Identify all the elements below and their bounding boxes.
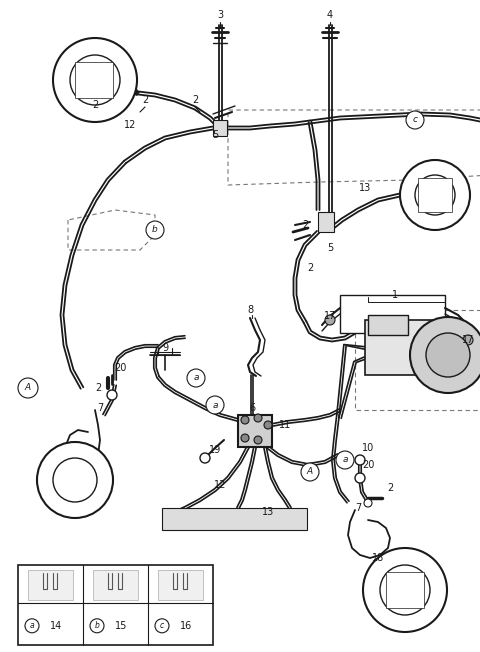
Text: 1: 1: [392, 290, 398, 300]
Text: 14: 14: [50, 621, 62, 630]
Bar: [318, 212, 334, 232]
Circle shape: [415, 175, 455, 215]
Bar: [28, 570, 73, 600]
Text: 17: 17: [324, 311, 336, 321]
Bar: [386, 572, 424, 608]
Text: a: a: [342, 456, 348, 464]
Text: 16: 16: [180, 621, 192, 630]
Text: 8: 8: [247, 305, 253, 315]
Bar: [365, 320, 445, 375]
Circle shape: [325, 315, 335, 325]
Bar: [368, 315, 408, 335]
Circle shape: [37, 442, 113, 518]
Circle shape: [70, 55, 120, 105]
Text: A: A: [307, 467, 313, 477]
Text: 2: 2: [142, 95, 148, 105]
Circle shape: [241, 416, 249, 424]
Circle shape: [18, 378, 38, 398]
Text: b: b: [95, 621, 99, 630]
Text: 13: 13: [262, 507, 274, 517]
Circle shape: [355, 473, 365, 483]
Circle shape: [355, 455, 365, 465]
Circle shape: [90, 619, 104, 633]
Text: 3: 3: [217, 10, 223, 20]
Circle shape: [53, 458, 97, 502]
Circle shape: [107, 390, 117, 400]
Circle shape: [363, 548, 447, 632]
Text: A: A: [25, 383, 31, 393]
Text: 6: 6: [249, 403, 255, 413]
Text: 2: 2: [307, 263, 313, 273]
Circle shape: [155, 619, 169, 633]
Text: 20: 20: [114, 363, 126, 373]
Text: 2: 2: [92, 100, 98, 110]
Text: a: a: [193, 374, 199, 383]
Text: c: c: [160, 621, 164, 630]
Circle shape: [25, 619, 39, 633]
Text: 2: 2: [387, 483, 393, 493]
Text: 13: 13: [359, 183, 371, 193]
Text: 7: 7: [355, 503, 361, 513]
Text: 18: 18: [372, 553, 384, 563]
Text: 9: 9: [162, 343, 168, 353]
Text: 2: 2: [192, 95, 198, 105]
Circle shape: [53, 38, 137, 122]
Circle shape: [426, 333, 470, 377]
Text: 10: 10: [362, 443, 374, 453]
Circle shape: [264, 421, 272, 429]
Text: 7: 7: [97, 403, 103, 413]
Text: b: b: [152, 226, 158, 235]
Text: 20: 20: [362, 460, 374, 470]
Circle shape: [254, 414, 262, 422]
Bar: [238, 415, 272, 447]
Text: a: a: [212, 400, 218, 409]
Text: 12: 12: [214, 480, 226, 490]
Circle shape: [336, 451, 354, 469]
Circle shape: [410, 317, 480, 393]
Circle shape: [241, 434, 249, 442]
Bar: [158, 570, 203, 600]
Text: 5: 5: [327, 243, 333, 253]
Circle shape: [406, 111, 424, 129]
Text: 15: 15: [115, 621, 127, 630]
Circle shape: [364, 499, 372, 507]
Bar: [93, 570, 138, 600]
Bar: [418, 178, 452, 212]
Circle shape: [301, 463, 319, 481]
Circle shape: [200, 453, 210, 463]
Circle shape: [254, 436, 262, 444]
Text: c: c: [412, 115, 418, 125]
Circle shape: [463, 335, 473, 345]
Bar: [340, 295, 445, 333]
Circle shape: [380, 565, 430, 615]
Text: 19: 19: [209, 445, 221, 455]
Bar: [162, 508, 307, 530]
Text: a: a: [30, 621, 34, 630]
Text: 4: 4: [327, 10, 333, 20]
Text: 12: 12: [124, 120, 136, 130]
Text: 17: 17: [462, 335, 474, 345]
Bar: [75, 62, 113, 98]
Bar: [213, 120, 227, 136]
Circle shape: [146, 221, 164, 239]
Text: 2: 2: [95, 383, 101, 393]
Text: 2: 2: [302, 220, 308, 230]
Text: 5: 5: [212, 130, 218, 140]
Circle shape: [187, 369, 205, 387]
Circle shape: [400, 160, 470, 230]
Bar: [18, 565, 213, 645]
Circle shape: [206, 396, 224, 414]
Text: 11: 11: [279, 420, 291, 430]
